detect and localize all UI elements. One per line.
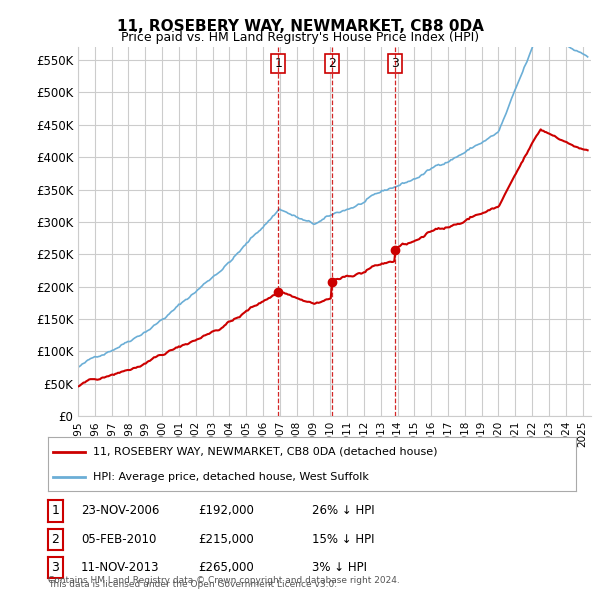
Text: Contains HM Land Registry data © Crown copyright and database right 2024.: Contains HM Land Registry data © Crown c… [48, 576, 400, 585]
Text: 23-NOV-2006: 23-NOV-2006 [81, 504, 160, 517]
Text: 11, ROSEBERY WAY, NEWMARKET, CB8 0DA (detached house): 11, ROSEBERY WAY, NEWMARKET, CB8 0DA (de… [93, 447, 437, 457]
Text: £265,000: £265,000 [198, 561, 254, 574]
Text: 15% ↓ HPI: 15% ↓ HPI [312, 533, 374, 546]
Text: 11, ROSEBERY WAY, NEWMARKET, CB8 0DA: 11, ROSEBERY WAY, NEWMARKET, CB8 0DA [116, 19, 484, 34]
Text: 2: 2 [328, 57, 336, 70]
Text: Price paid vs. HM Land Registry's House Price Index (HPI): Price paid vs. HM Land Registry's House … [121, 31, 479, 44]
Text: 1: 1 [52, 504, 59, 517]
Text: 1: 1 [274, 57, 282, 70]
Text: 3: 3 [52, 561, 59, 574]
Text: 3% ↓ HPI: 3% ↓ HPI [312, 561, 367, 574]
Text: HPI: Average price, detached house, West Suffolk: HPI: Average price, detached house, West… [93, 473, 369, 482]
Text: £192,000: £192,000 [198, 504, 254, 517]
Text: This data is licensed under the Open Government Licence v3.0.: This data is licensed under the Open Gov… [48, 581, 337, 589]
Text: 11-NOV-2013: 11-NOV-2013 [81, 561, 160, 574]
Text: 2: 2 [52, 533, 59, 546]
Text: 3: 3 [391, 57, 400, 70]
Text: 26% ↓ HPI: 26% ↓ HPI [312, 504, 374, 517]
Text: 05-FEB-2010: 05-FEB-2010 [81, 533, 157, 546]
Text: £215,000: £215,000 [198, 533, 254, 546]
